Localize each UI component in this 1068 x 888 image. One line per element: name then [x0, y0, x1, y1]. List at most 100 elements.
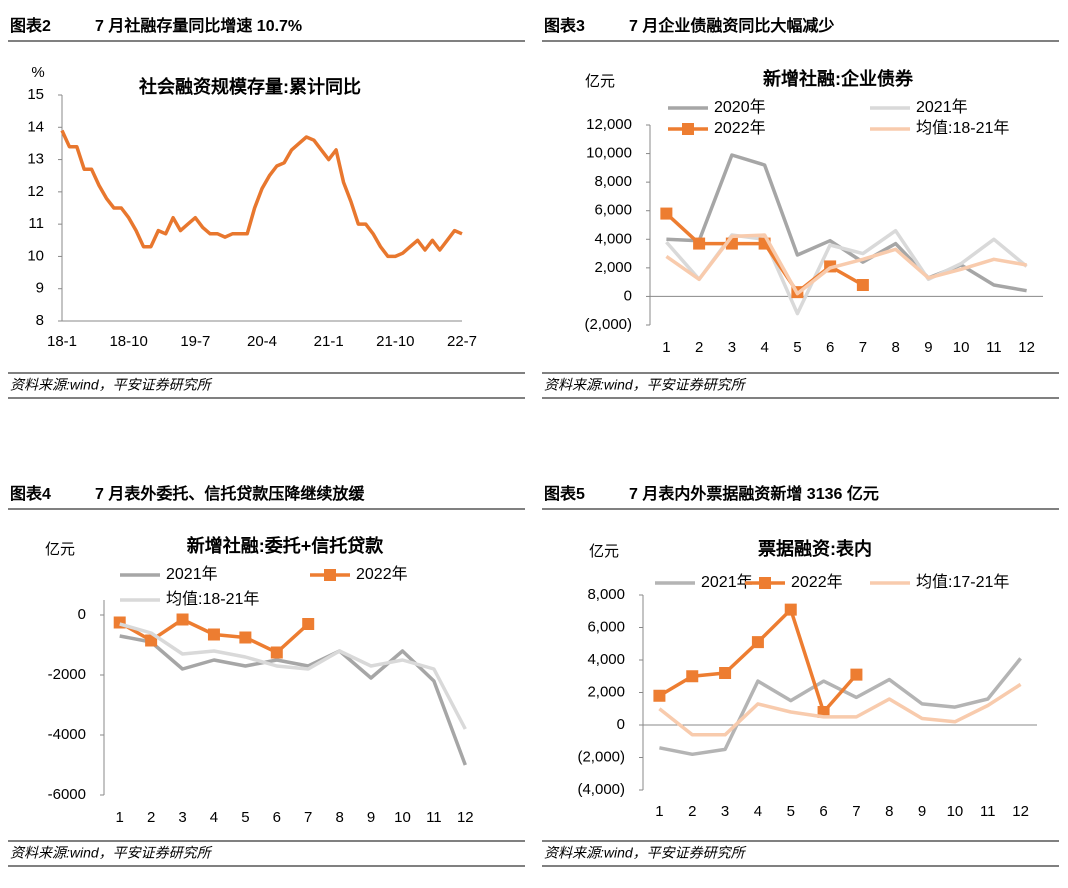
legend-marker: [324, 569, 336, 581]
x-tick-label: 18-1: [47, 333, 77, 350]
y-tick-label: -4000: [48, 726, 86, 743]
point: [207, 628, 220, 641]
x-tick-label: 21-10: [376, 333, 414, 350]
x-tick-label: 2: [147, 809, 155, 826]
x-tick-label: 18-10: [109, 333, 147, 350]
x-tick-label: 7: [304, 809, 312, 826]
y-tick-label: 14: [27, 118, 44, 135]
x-tick-label: 5: [793, 339, 801, 356]
legend-label: 均值:18-21年: [166, 590, 259, 608]
x-tick-label: 3: [721, 803, 729, 820]
y-axis-label: %: [31, 64, 44, 81]
point: [856, 279, 869, 291]
panel-heading: 7 月表内外票据融资新增 3136 亿元: [629, 484, 879, 503]
x-tick-label: 9: [918, 803, 926, 820]
y-tick-label: 4,000: [594, 230, 632, 247]
x-tick-label: 1: [655, 803, 663, 820]
legend-label: 2020年: [714, 98, 766, 116]
series-line: [658, 682, 1022, 737]
x-tick-label: 5: [241, 809, 249, 826]
x-tick-label: 20-4: [247, 333, 277, 350]
x-tick-label: 12: [1018, 339, 1035, 356]
panel-label: 图表3: [544, 16, 585, 35]
y-tick-label: 8,000: [594, 173, 632, 190]
y-tick-label: 0: [78, 606, 86, 623]
x-tick-label: 2: [688, 803, 696, 820]
chart-title: 票据融资:表内: [758, 538, 872, 559]
point: [751, 636, 764, 649]
x-tick-label: 4: [210, 809, 218, 826]
y-tick-label: 10: [27, 247, 44, 264]
legend-label: 2021年: [166, 565, 218, 583]
y-tick-label: 6,000: [587, 618, 625, 635]
series-line: [60, 129, 463, 259]
x-tick-label: 21-1: [314, 333, 344, 350]
y-tick-label: (2,000): [577, 748, 625, 765]
legend-label: 2022年: [356, 565, 408, 583]
x-tick-label: 6: [826, 339, 834, 356]
panel-heading: 7 月表外委托、信托贷款压降继续放缓: [95, 484, 365, 503]
series-line: [119, 622, 467, 730]
legend-marker: [682, 123, 694, 135]
legend-marker: [759, 577, 771, 589]
y-tick-label: 0: [617, 716, 625, 733]
series-line: [665, 212, 864, 294]
x-tick-label: 12: [1012, 803, 1029, 820]
source: 资料来源:wind，平安证券研究所: [10, 845, 213, 861]
x-tick-label: 4: [760, 339, 768, 356]
x-tick-label: 8: [335, 809, 343, 826]
series-line: [666, 153, 1027, 293]
series-line: [119, 634, 467, 766]
x-tick-label: 3: [178, 809, 186, 826]
series-line: [658, 607, 858, 714]
legend-label: 2021年: [701, 573, 753, 591]
x-tick-label: 10: [394, 809, 411, 826]
y-axis-label: 亿元: [589, 543, 619, 560]
x-tick-label: 10: [947, 803, 964, 820]
x-tick-label: 8: [885, 803, 893, 820]
y-tick-label: 6,000: [594, 202, 632, 219]
legend-label: 2021年: [916, 98, 968, 116]
chart-title: 新增社融:委托+信托贷款: [187, 535, 385, 556]
legend-label: 均值:18-21年: [916, 119, 1009, 137]
y-axis-label: 亿元: [585, 73, 615, 90]
y-tick-label: -6000: [48, 786, 86, 803]
y-tick-label: 15: [27, 86, 44, 103]
legend-label: 2022年: [714, 119, 766, 137]
x-tick-label: 4: [754, 803, 762, 820]
source: 资料来源:wind，平安证券研究所: [10, 377, 213, 393]
x-tick-label: 11: [980, 803, 996, 820]
x-tick-label: 22-7: [447, 333, 477, 350]
legend-label: 2022年: [791, 573, 843, 591]
x-tick-label: 1: [116, 809, 124, 826]
point: [302, 618, 315, 630]
point: [270, 646, 283, 659]
y-tick-label: 0: [624, 287, 632, 304]
y-tick-label: (4,000): [577, 781, 625, 798]
y-tick-label: -2000: [48, 666, 86, 683]
point: [145, 634, 158, 647]
y-tick-label: 2,000: [594, 259, 632, 276]
y-tick-label: 13: [27, 151, 44, 168]
x-tick-label: 6: [273, 809, 281, 826]
x-tick-label: 9: [924, 339, 932, 356]
x-tick-label: 2: [695, 339, 703, 356]
point: [784, 603, 797, 616]
x-tick-label: 8: [891, 339, 899, 356]
series-line: [659, 657, 1022, 757]
chart-title: 社会融资规模存量:累计同比: [139, 76, 361, 97]
x-tick-label: 11: [426, 809, 442, 826]
panel-label: 图表4: [10, 484, 51, 503]
x-tick-label: 7: [852, 803, 860, 820]
y-tick-label: 8: [36, 312, 44, 329]
x-tick-label: 3: [728, 339, 736, 356]
source: 资料来源:wind，平安证券研究所: [544, 377, 747, 393]
y-tick-label: 4,000: [587, 651, 625, 668]
y-tick-label: (2,000): [584, 316, 632, 333]
series-line: [665, 233, 1027, 296]
point: [686, 670, 699, 683]
x-tick-label: 19-7: [180, 333, 210, 350]
x-tick-label: 7: [859, 339, 867, 356]
x-tick-label: 10: [953, 339, 970, 356]
panel-heading: 7 月企业债融资同比大幅减少: [629, 16, 834, 35]
